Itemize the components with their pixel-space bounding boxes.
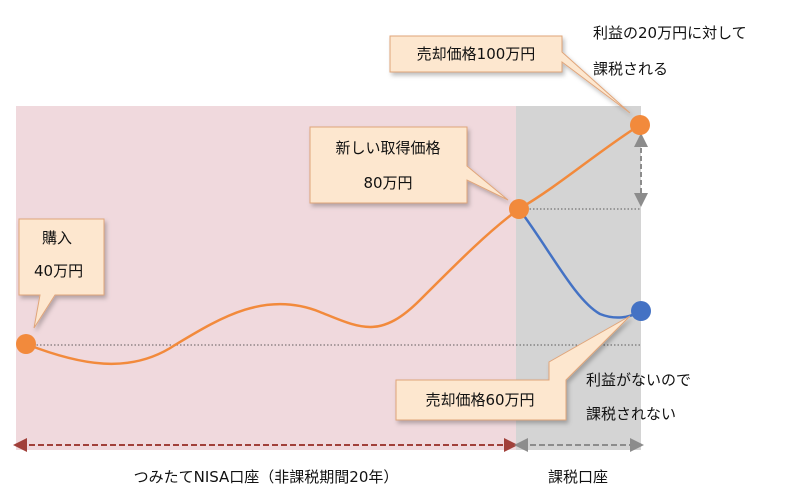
price-curve-rise [518,123,641,211]
point-nisa-end [509,199,529,219]
point-purchase [16,334,36,354]
taxable-account-label: 課税口座 [548,468,608,486]
point-sell-100 [630,115,650,135]
callout-sell-60-text: 売却価格60万円 [425,391,534,409]
callout-purchase-line2: 40万円 [34,262,83,280]
callout-purchase [18,218,105,329]
callout-new-cost [309,126,509,204]
note-no-profit-line1: 利益がないので [586,371,691,389]
callout-new-cost-line2: 80万円 [363,174,412,192]
nisa-account-label: つみたてNISA口座（非課税期間20年） [134,468,399,486]
point-sell-60 [631,301,651,321]
callout-purchase-line1: 購入 [42,229,72,247]
callout-sell-100 [389,35,631,114]
callout-new-cost-line1: 新しい取得価格 [335,139,440,157]
note-profit-taxed-line1: 利益の20万円に対して [593,24,747,42]
price-curve-fall [518,208,641,319]
callout-sell-60 [395,315,631,421]
price-curve-nisa [25,207,520,366]
note-profit-taxed-line2: 課税される [593,60,668,78]
note-no-profit-line2: 課税されない [586,405,676,423]
callout-sell-100-text: 売却価格100万円 [417,45,536,63]
